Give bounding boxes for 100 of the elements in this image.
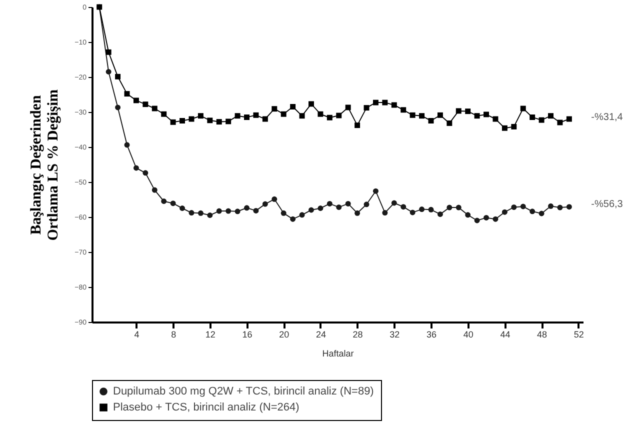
- point: [124, 142, 130, 148]
- point: [318, 206, 324, 211]
- point: [115, 74, 121, 80]
- point: [290, 104, 296, 110]
- point: [142, 170, 148, 176]
- point: [456, 204, 462, 210]
- point: [428, 206, 434, 212]
- x-tick-label: 28: [352, 330, 363, 340]
- point: [142, 102, 148, 108]
- point: [484, 214, 490, 220]
- point: [106, 49, 112, 55]
- point: [115, 104, 121, 110]
- point: [484, 112, 490, 118]
- point: [198, 210, 204, 216]
- point: [262, 116, 268, 122]
- point: [152, 106, 158, 112]
- point: [372, 188, 378, 194]
- point: [207, 118, 213, 124]
- point: [180, 118, 186, 124]
- point: [410, 210, 416, 216]
- point: [520, 106, 526, 112]
- point: [530, 208, 536, 214]
- point: [437, 112, 443, 118]
- point: [446, 204, 452, 210]
- x-tick-label: 48: [537, 330, 548, 340]
- point: [566, 116, 572, 122]
- point: [538, 117, 544, 123]
- point: [419, 206, 425, 212]
- point: [345, 104, 351, 110]
- point: [299, 212, 305, 218]
- point: [492, 116, 498, 122]
- point: [372, 100, 378, 106]
- x-tick-label: 36: [426, 330, 437, 340]
- x-tick-label: 8: [171, 330, 176, 340]
- point: [299, 113, 305, 119]
- point: [336, 204, 342, 210]
- point: [290, 216, 296, 222]
- point: [234, 208, 240, 214]
- point: [419, 113, 425, 119]
- point: [391, 102, 397, 108]
- point: [280, 210, 286, 216]
- point: [465, 212, 471, 218]
- y-axis-title: Başlangıç Değerinden Ortlama LS % Değişim: [28, 88, 62, 241]
- point: [354, 122, 360, 128]
- point: [557, 204, 563, 210]
- x-tick-label: 4: [134, 330, 140, 340]
- point: [548, 203, 554, 209]
- point: [382, 100, 388, 106]
- point: [124, 91, 130, 97]
- point: [318, 111, 324, 117]
- point: [336, 112, 342, 118]
- point: [133, 98, 139, 104]
- point: [170, 119, 176, 125]
- point: [400, 107, 406, 113]
- point: [474, 218, 480, 224]
- point: [216, 119, 222, 125]
- point: [502, 125, 508, 131]
- point: [308, 101, 314, 107]
- point: [428, 118, 434, 124]
- point: [326, 114, 332, 120]
- point: [382, 210, 388, 216]
- point: [106, 69, 112, 74]
- annotation: -%56,3: [591, 199, 624, 210]
- point: [188, 210, 194, 216]
- point: [511, 204, 517, 210]
- point: [465, 108, 471, 114]
- point: [226, 208, 232, 214]
- point: [226, 118, 232, 124]
- point: [391, 200, 397, 206]
- point: [272, 106, 278, 112]
- point: [538, 210, 544, 216]
- x-tick-label: 16: [242, 330, 252, 340]
- point: [326, 200, 332, 206]
- point: [207, 212, 213, 218]
- point: [548, 113, 554, 119]
- point: [170, 200, 176, 206]
- point: [244, 205, 250, 211]
- point: [446, 120, 452, 126]
- point: [244, 114, 250, 120]
- point: [161, 111, 167, 117]
- point: [253, 112, 259, 118]
- point: [410, 112, 416, 118]
- point: [456, 108, 462, 114]
- x-tick-label: 20: [279, 330, 290, 340]
- point: [262, 201, 268, 207]
- point: [354, 210, 360, 216]
- point: [133, 165, 139, 171]
- point: [198, 113, 204, 119]
- point: [400, 204, 406, 210]
- point: [272, 196, 278, 202]
- point: [474, 113, 480, 119]
- point: [345, 200, 351, 206]
- point: [566, 204, 572, 210]
- point: [234, 113, 240, 119]
- point: [161, 198, 167, 204]
- x-tick-label: 40: [463, 330, 474, 340]
- point: [216, 208, 222, 214]
- point: [253, 208, 259, 214]
- annotation: -%31,4: [591, 112, 624, 123]
- x-axis-title: Haftalar: [322, 348, 354, 358]
